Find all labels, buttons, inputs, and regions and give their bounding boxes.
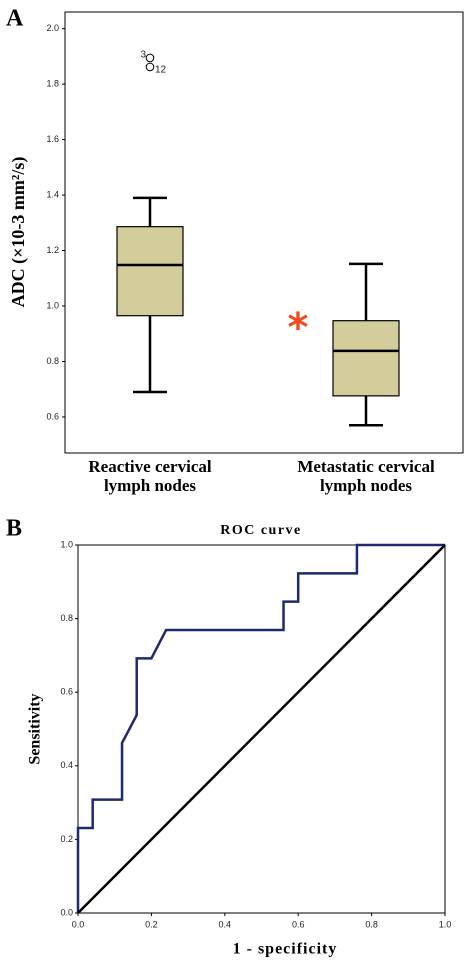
outlier-label: 12 (155, 65, 167, 76)
curve (76, 543, 445, 913)
y-tick-label: 0.6 (46, 411, 59, 421)
y-tick-label: 0.8 (46, 356, 59, 366)
x-tick-label: Reactive cervical lymph nodes (88, 457, 211, 495)
y-axis-label: ADC (×10-3 mm²/s) (8, 157, 29, 308)
curve (77, 544, 446, 914)
y-tick-label: 1.8 (46, 78, 59, 88)
y-tick-label: 1.2 (46, 245, 59, 255)
box (116, 226, 184, 317)
x-tick-label: Metastatic cervical lymph nodes (297, 457, 435, 495)
y-tick-label: 0.2 (60, 834, 73, 844)
annotation: * (288, 305, 309, 351)
y-tick-label: 2.0 (46, 23, 59, 33)
y-tick-label: 0.0 (60, 907, 73, 917)
outlier (145, 53, 155, 63)
panel-label: A (6, 6, 24, 32)
outlier (145, 62, 155, 72)
plot-frame (64, 11, 464, 454)
panel-label: B (6, 516, 22, 542)
y-axis-label: Sensitivity (27, 693, 44, 764)
y-tick-label: 0.8 (60, 613, 73, 623)
plot-frame (77, 544, 446, 914)
y-tick-label: 1.0 (46, 300, 59, 310)
x-tick-label: 0.8 (365, 919, 378, 929)
x-tick-label: 1.0 (439, 919, 452, 929)
chart-title: ROC curve (220, 523, 302, 538)
y-tick-label: 1.4 (46, 189, 59, 199)
y-tick-label: 1.0 (60, 539, 73, 549)
x-tick-label: 0.0 (72, 919, 85, 929)
x-tick-label: 0.2 (145, 919, 158, 929)
x-tick-label: 0.6 (292, 919, 305, 929)
y-tick-label: 1.6 (46, 134, 59, 144)
y-tick-label: 0.4 (60, 760, 73, 770)
y-tick-label: 0.6 (60, 687, 73, 697)
x-tick-label: 0.4 (219, 919, 232, 929)
outlier-label: 3 (140, 50, 146, 61)
box (332, 320, 400, 397)
x-axis-label: 1 - specificity (233, 941, 338, 958)
